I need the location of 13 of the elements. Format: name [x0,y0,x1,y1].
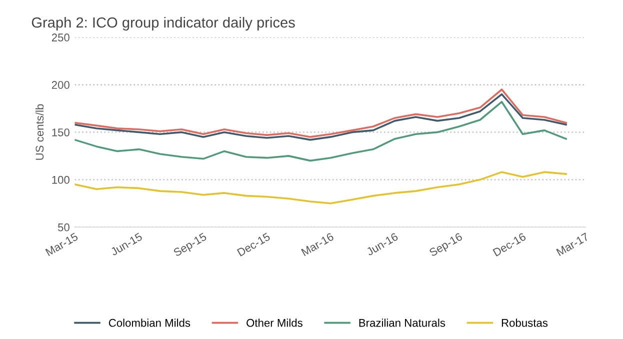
legend-label: Colombian Milds [108,318,190,327]
y-tick-label: 250 [52,34,70,42]
legend-label: Brazilian Naturals [359,318,446,327]
y-tick-label: 100 [52,176,70,184]
y-tick-label: 200 [52,81,70,89]
y-tick-label: 150 [52,128,70,136]
legend-label: Robustas [502,318,548,327]
line-series [74,100,567,162]
legend-label: Other Milds [246,318,302,327]
chart-title: Graph 2: ICO group indicator daily prices [32,16,295,31]
y-axis-title: US cents/lb [35,104,44,160]
y-tick-label: 50 [58,223,70,232]
line-series [74,171,567,204]
